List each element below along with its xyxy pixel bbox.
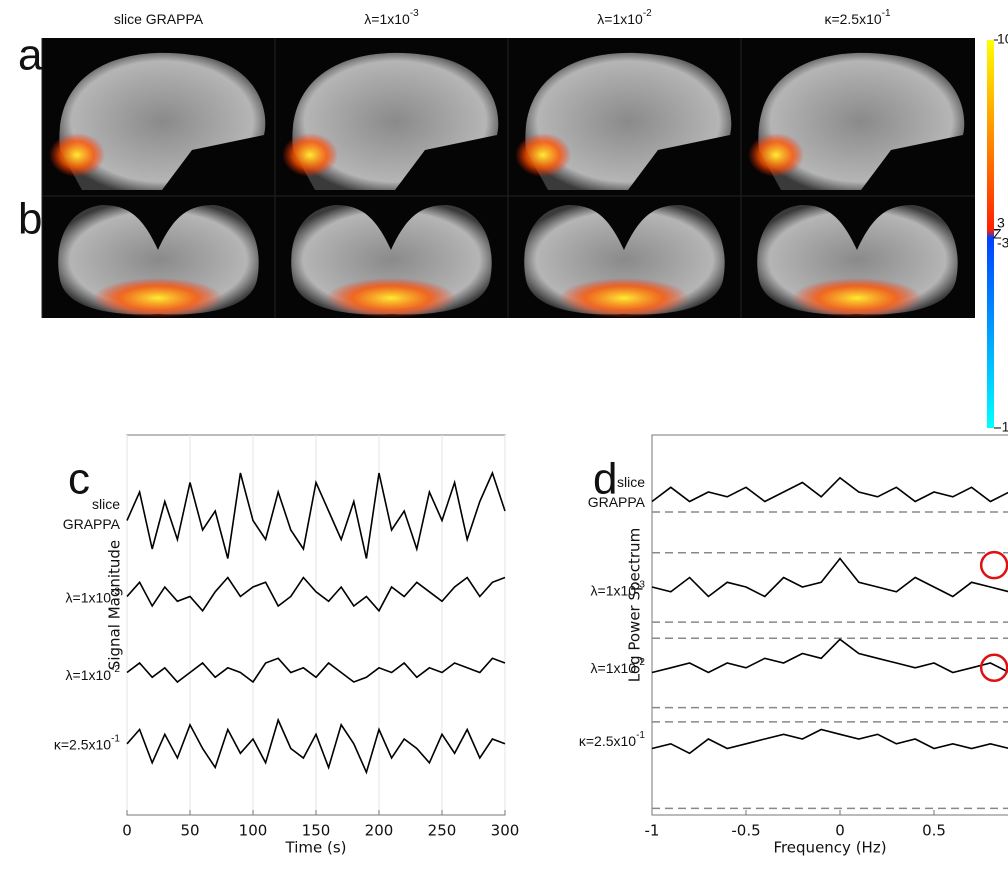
column-title-text: λ=1x10 xyxy=(597,11,643,27)
activation xyxy=(748,133,804,177)
activation xyxy=(326,278,456,318)
x-tick-label: 0 xyxy=(835,822,845,840)
activation xyxy=(282,133,338,177)
series-label-text: λ=1x10 xyxy=(591,660,637,676)
trace xyxy=(126,576,506,613)
trace xyxy=(651,638,1008,674)
x-axis-label: Time (s) xyxy=(285,839,347,857)
x-tick-label: 50 xyxy=(180,822,199,840)
series-label-exponent: -3 xyxy=(111,586,120,597)
trace xyxy=(651,557,1008,598)
x-tick-label: 250 xyxy=(428,822,457,840)
x-tick-label: 150 xyxy=(302,822,331,840)
trace xyxy=(126,657,506,684)
activation xyxy=(792,278,922,318)
x-tick-label: 100 xyxy=(239,822,268,840)
x-tick-label: -0.5 xyxy=(731,822,760,840)
column-title-text: λ=1x10 xyxy=(364,11,410,27)
series-label: slice GRAPPA xyxy=(63,496,121,532)
series-label: λ=1x10-2 xyxy=(66,664,121,683)
trace xyxy=(126,470,506,559)
series-label-line: slice xyxy=(617,474,645,490)
colorbar-tick-label: 3 xyxy=(997,215,1005,231)
y-axis-label: Signal Magnitude xyxy=(106,540,124,670)
series-label-exponent: -1 xyxy=(111,733,120,744)
column-title-exponent: -3 xyxy=(410,8,419,19)
column-title-exponent: -1 xyxy=(882,8,891,19)
panel-label: d xyxy=(593,455,617,504)
x-tick-label: 200 xyxy=(365,822,394,840)
x-tick-label: -1 xyxy=(645,822,660,840)
series-label-line: GRAPPA xyxy=(63,516,121,532)
series-label: slice GRAPPA xyxy=(588,474,646,510)
colorbar-label: Z xyxy=(993,226,1002,242)
panel-label: c xyxy=(68,455,90,504)
series-label: κ=2.5x10-1 xyxy=(579,730,646,749)
series-label-text: λ=1x10 xyxy=(66,589,112,605)
column-title: λ=1x10-2 xyxy=(597,8,652,27)
row-label: a xyxy=(18,31,43,80)
trace xyxy=(651,476,1008,503)
brain-sagittal xyxy=(525,52,732,190)
trace xyxy=(126,717,506,775)
activation xyxy=(49,133,105,177)
trace xyxy=(651,728,1008,755)
series-label: λ=1x10-3 xyxy=(66,586,121,605)
column-title: κ=2.5x10-1 xyxy=(824,8,891,27)
colorbar xyxy=(987,40,994,428)
activation xyxy=(93,278,223,318)
column-title-text: slice GRAPPA xyxy=(114,11,204,27)
series-label-exponent: -2 xyxy=(111,664,120,675)
x-tick-label: 0.5 xyxy=(922,822,946,840)
column-title-text: κ=2.5x10 xyxy=(824,11,881,27)
x-tick-label: 0 xyxy=(122,822,132,840)
series-label-exponent: -2 xyxy=(636,657,645,668)
row-label: b xyxy=(18,195,42,244)
brain-sagittal xyxy=(292,52,499,190)
series-label-text: λ=1x10 xyxy=(66,667,112,683)
colorbar-tick-label: 10 xyxy=(997,31,1008,47)
series-label-exponent: -1 xyxy=(636,730,645,741)
x-axis-label: Frequency (Hz) xyxy=(773,839,886,857)
column-title: λ=1x10-3 xyxy=(364,8,419,27)
image-panels xyxy=(41,38,975,318)
series-label-text: κ=2.5x10 xyxy=(54,736,111,752)
colorbar-tick-label: -3 xyxy=(997,235,1008,251)
series-label-line: GRAPPA xyxy=(588,494,646,510)
column-title-exponent: -2 xyxy=(643,8,652,19)
activation xyxy=(559,278,689,318)
highlight-circle xyxy=(979,653,1008,682)
column-title: slice GRAPPA xyxy=(114,11,204,27)
y-axis-label: Log Power Spectrum xyxy=(626,528,644,682)
series-label-line: slice xyxy=(92,496,120,512)
brain-sagittal xyxy=(758,52,965,190)
series-label: λ=1x10-2 xyxy=(591,657,646,676)
activation xyxy=(515,133,571,177)
series-label-text: λ=1x10 xyxy=(591,582,637,598)
plot-area xyxy=(651,434,1008,816)
series-label-text: κ=2.5x10 xyxy=(579,733,636,749)
series-label-exponent: -3 xyxy=(636,579,645,590)
x-tick-label: 300 xyxy=(491,822,520,840)
series-label: κ=2.5x10-1 xyxy=(54,733,121,752)
brain-sagittal xyxy=(59,52,266,190)
colorbar-tick-label: -10 xyxy=(997,419,1008,435)
series-label: λ=1x10-3 xyxy=(591,579,646,598)
highlight-circle xyxy=(979,550,1008,580)
